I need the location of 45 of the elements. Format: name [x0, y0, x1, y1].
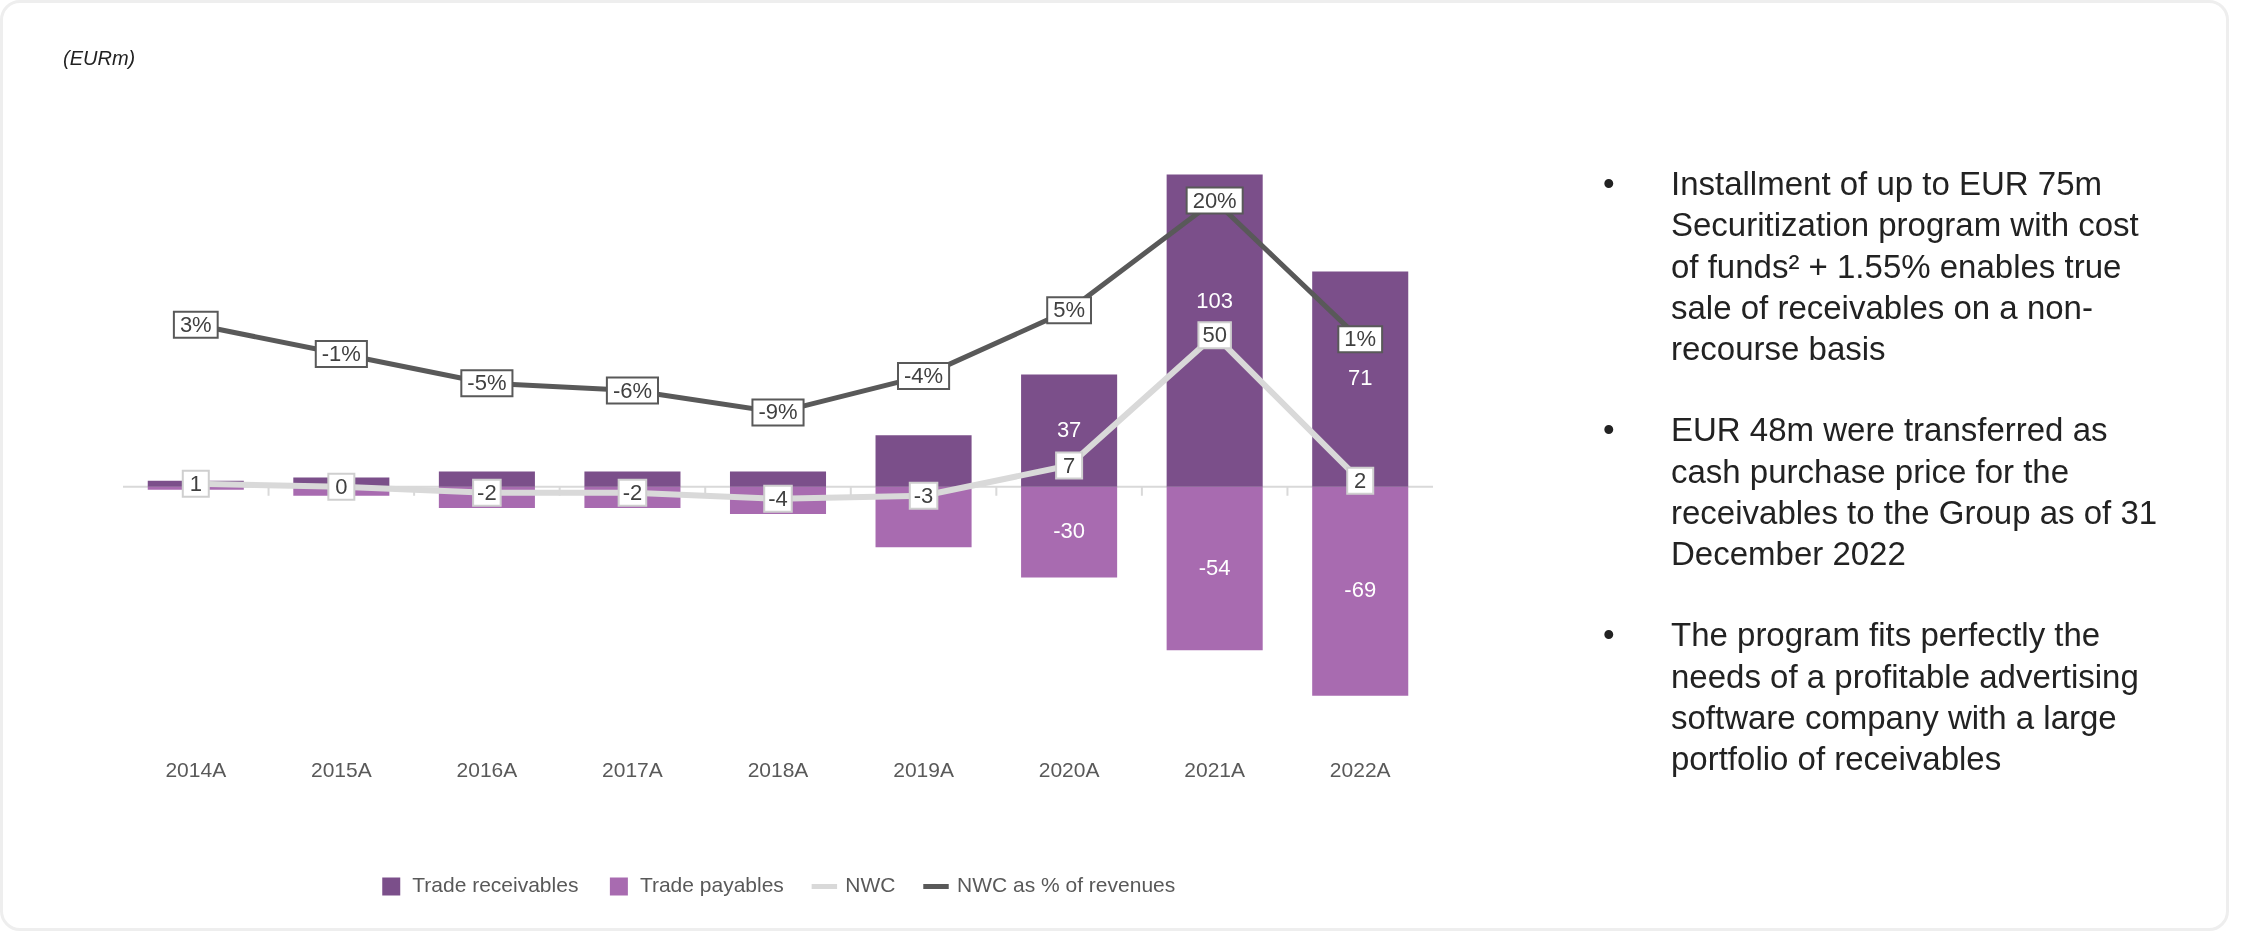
- legend-label: NWC: [845, 873, 896, 897]
- bar: [729, 471, 827, 487]
- data-label: -4%: [903, 362, 944, 388]
- data-label: -30: [1053, 518, 1086, 544]
- x-tick-label: 2022A: [1329, 758, 1391, 782]
- text: • EUR 48m were transferred as cash purchase price for the receivables to the Group as of 31 December 2022: [1603, 411, 2158, 572]
- bar: [1312, 486, 1409, 696]
- legend-label: NWC as % of revenues: [957, 873, 1176, 897]
- x-tick-label: 2014A: [165, 758, 227, 782]
- data-label: 1: [189, 470, 202, 496]
- data-label: 7: [1062, 452, 1076, 478]
- data-label: 50: [1202, 322, 1227, 348]
- x-tick-label: 2020A: [1038, 758, 1100, 782]
- data-label: -54: [1198, 554, 1231, 580]
- text: • The program fits perfectly the needs of a profitable advertising software company with a large portfolio of receivables: [1603, 616, 2139, 777]
- legend-label: Trade receivables: [412, 873, 579, 897]
- bar: [875, 435, 972, 487]
- x-tick-label: 2018A: [747, 758, 809, 782]
- x-tick-label: 2015A: [310, 758, 372, 782]
- data-label: 2: [1354, 467, 1367, 493]
- x-tick-label: 2017A: [602, 758, 663, 782]
- data-label: 37: [1056, 416, 1082, 442]
- text: (EURm): [63, 47, 136, 70]
- bar: [1021, 486, 1118, 578]
- x-tick-label: 2016A: [456, 758, 518, 782]
- data-label: -69: [1344, 577, 1377, 603]
- text: • Installment of up to EUR 75m Securitization program with cost of funds² + 1.55% enables true sale of receivables on a non-recourse basis: [1603, 165, 2139, 367]
- data-label: -2: [477, 479, 497, 505]
- data-label: -2: [622, 479, 643, 505]
- data-label: -6%: [612, 377, 653, 403]
- data-label: -3: [913, 482, 934, 508]
- bar: [1166, 486, 1263, 651]
- data-label: 20%: [1192, 187, 1237, 213]
- data-label: 71: [1347, 365, 1373, 391]
- data-label: -5%: [467, 370, 507, 396]
- data-label: 0: [335, 473, 348, 499]
- data-label: -4: [768, 485, 788, 511]
- x-tick-label: 2019A: [893, 758, 954, 782]
- x-tick-label: 2021A: [1184, 758, 1246, 782]
- data-label: -1%: [321, 341, 361, 367]
- data-label: -9%: [758, 399, 798, 425]
- data-label: 103: [1196, 288, 1234, 314]
- legend-label: Trade payables: [639, 873, 784, 897]
- bar: [1166, 174, 1263, 487]
- bar: [1312, 271, 1409, 487]
